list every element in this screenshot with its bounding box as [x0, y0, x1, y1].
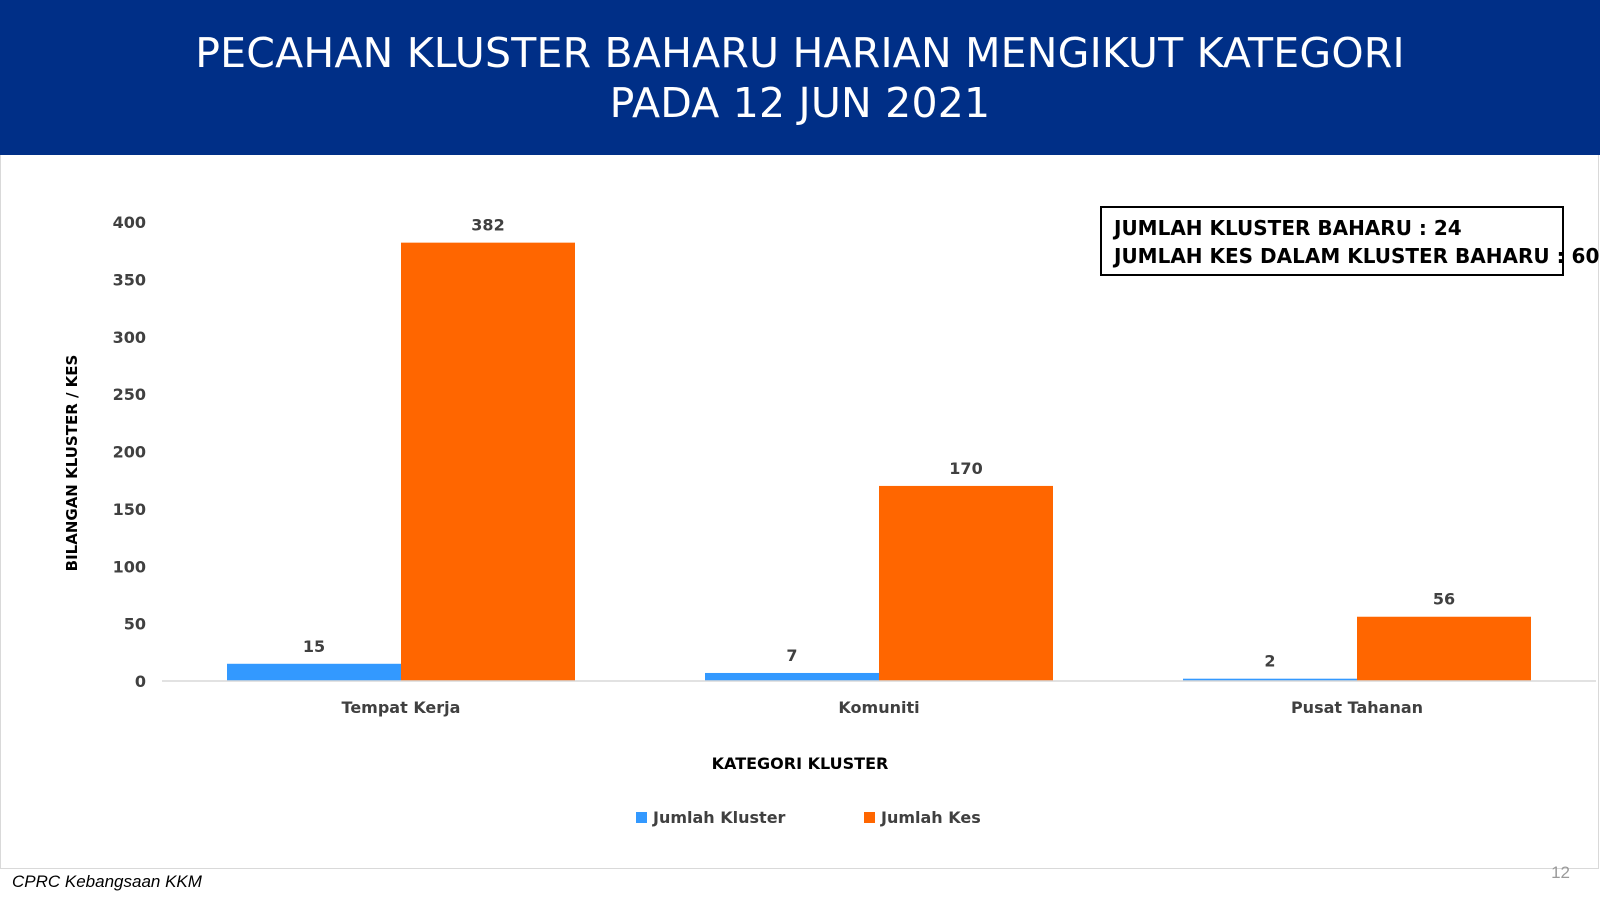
bar-jumlah-kes: [1357, 616, 1531, 681]
source-label: CPRC Kebangsaan KKM: [12, 872, 202, 891]
legend-label: Jumlah Kluster: [652, 808, 786, 827]
page-number: 12: [1551, 863, 1570, 882]
y-tick-label: 400: [113, 213, 146, 232]
legend-swatch: [864, 812, 875, 823]
y-tick-label: 150: [113, 500, 146, 519]
y-tick-label: 100: [113, 557, 146, 576]
x-tick-label: Komuniti: [838, 698, 919, 717]
bar-jumlah-kluster: [1183, 678, 1357, 681]
y-tick-label: 200: [113, 443, 146, 462]
bar-jumlah-kluster: [227, 663, 401, 681]
chart-title-line-1: PECAHAN KLUSTER BAHARU HARIAN MENGIKUT K…: [195, 28, 1405, 77]
bar-jumlah-kes: [401, 242, 575, 681]
y-axis-title: BILANGAN KLUSTER / KES: [63, 355, 81, 572]
summary-total-clusters: JUMLAH KLUSTER BAHARU : 24: [1114, 216, 1462, 240]
x-tick-label: Pusat Tahanan: [1291, 698, 1423, 717]
data-label: 170: [949, 459, 982, 478]
bar-jumlah-kluster: [705, 672, 879, 681]
bar-chart: 0 50 100 150 200 250 300 350 400 15 382 7 170 2 56 Te…: [63, 213, 1596, 827]
bar-jumlah-kes: [879, 485, 1053, 681]
legend: Jumlah Kluster Jumlah Kes: [636, 808, 981, 827]
legend-swatch: [636, 812, 647, 823]
y-tick-label: 0: [135, 672, 146, 691]
legend-label: Jumlah Kes: [880, 808, 981, 827]
x-axis-title: KATEGORI KLUSTER: [712, 754, 889, 773]
y-tick-label: 300: [113, 328, 146, 347]
y-tick-label: 350: [113, 270, 146, 289]
slide-header: PECAHAN KLUSTER BAHARU HARIAN MENGIKUT K…: [0, 0, 1600, 155]
x-tick-label: Tempat Kerja: [342, 698, 461, 717]
summary-total-cases: JUMLAH KES DALAM KLUSTER BAHARU : 608: [1114, 244, 1600, 268]
data-label: 15: [303, 637, 325, 656]
y-tick-label: 50: [124, 615, 146, 634]
chart-frame: [0, 155, 1599, 869]
y-tick-label: 250: [113, 385, 146, 404]
data-label: 56: [1433, 590, 1455, 609]
summary-box: JUMLAH KLUSTER BAHARU : 24 JUMLAH KES DA…: [1100, 206, 1600, 276]
data-label: 7: [786, 646, 797, 665]
data-label: 2: [1264, 652, 1275, 671]
chart-title-line-2: PADA 12 JUN 2021: [609, 78, 991, 127]
data-label: 382: [471, 216, 504, 235]
